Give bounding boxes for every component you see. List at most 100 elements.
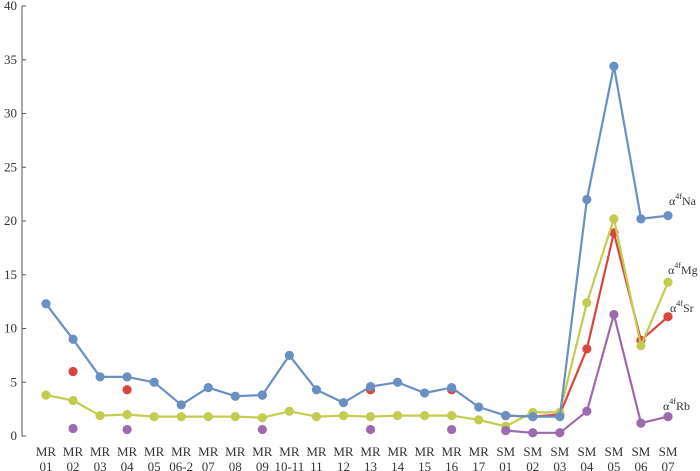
data-point-rb bbox=[257, 424, 267, 435]
series-mg bbox=[41, 214, 673, 431]
data-point-na bbox=[555, 412, 565, 422]
data-point-mg bbox=[474, 415, 484, 425]
x-tick-label: MR 05 bbox=[144, 444, 165, 471]
y-tick-label: 35 bbox=[4, 52, 17, 67]
x-tick-label-prefix: MR bbox=[198, 444, 219, 459]
data-point-na bbox=[149, 377, 159, 387]
x-tick-label: SM 06 bbox=[632, 444, 651, 471]
x-tick-label-id: 10-11 bbox=[274, 459, 304, 471]
data-point-na bbox=[501, 410, 511, 421]
data-point-na bbox=[663, 211, 673, 221]
series-labels: α4fNa α4fMg α4fSr α4fRb bbox=[663, 192, 698, 413]
data-point-rb bbox=[501, 426, 511, 436]
data-point-na bbox=[230, 391, 240, 401]
x-tick-label-prefix: MR bbox=[414, 444, 435, 459]
data-point-mg bbox=[311, 412, 322, 422]
y-tick-label: 0 bbox=[11, 428, 18, 443]
y-tick-label: 20 bbox=[4, 213, 17, 228]
x-tick-label-prefix: SM bbox=[632, 444, 651, 459]
data-point-na bbox=[338, 398, 349, 408]
x-tick-label-prefix: MR bbox=[387, 444, 408, 459]
x-tick-label-id: 01 bbox=[40, 459, 53, 471]
x-tick-label: SM 07 bbox=[659, 444, 678, 471]
data-point-na bbox=[636, 214, 646, 224]
data-point-mg bbox=[365, 412, 376, 422]
x-tick-label-id: 13 bbox=[364, 459, 377, 471]
data-point-mg bbox=[149, 412, 159, 422]
data-point-rb bbox=[555, 428, 565, 438]
data-point-rb bbox=[636, 418, 646, 428]
series-na bbox=[41, 61, 673, 422]
series-layer bbox=[41, 61, 673, 438]
x-tick-label-prefix: MR bbox=[306, 444, 327, 459]
data-point-rb bbox=[582, 406, 592, 416]
data-point-na bbox=[365, 381, 376, 392]
x-tick-label-id: 15 bbox=[418, 459, 431, 471]
x-tick-label-id: 07 bbox=[662, 459, 676, 471]
x-tick-label-id: 08 bbox=[229, 459, 242, 471]
series-label-na: α4fNa bbox=[669, 192, 697, 208]
data-point-rb bbox=[365, 424, 376, 435]
data-point-mg bbox=[636, 341, 646, 351]
x-tick-label: MR 13 bbox=[360, 444, 381, 471]
data-point-mg bbox=[230, 412, 240, 422]
x-tick-label: MR 08 bbox=[225, 444, 246, 471]
x-tick-label-prefix: MR bbox=[117, 444, 138, 459]
data-point-mg bbox=[420, 410, 430, 421]
x-tick-label-id: 05 bbox=[607, 459, 620, 471]
x-tick-label: MR 03 bbox=[90, 444, 111, 471]
x-tick-label-id: 01 bbox=[499, 459, 512, 471]
data-point-mg bbox=[392, 410, 403, 421]
data-point-na bbox=[311, 385, 322, 395]
data-point-sr bbox=[663, 312, 673, 322]
data-point-sr bbox=[582, 344, 592, 354]
x-tick-label-id: 16 bbox=[445, 459, 459, 471]
data-point-rb bbox=[609, 309, 619, 320]
x-tick-label-prefix: MR bbox=[360, 444, 381, 459]
data-point-mg bbox=[447, 410, 457, 421]
series-line-sr bbox=[505, 231, 669, 418]
data-point-mg bbox=[122, 409, 132, 420]
x-tick-label-prefix: SM bbox=[577, 444, 596, 459]
data-point-na bbox=[41, 299, 51, 309]
data-point-mg bbox=[338, 410, 349, 421]
data-point-rb bbox=[447, 424, 457, 435]
series-label-rb: α4fRb bbox=[663, 397, 690, 413]
x-tick-label-prefix: MR bbox=[442, 444, 463, 459]
x-tick-label-id: 06-2 bbox=[169, 459, 193, 471]
x-tick-label: MR 12 bbox=[333, 444, 354, 471]
x-tick-label: MR 14 bbox=[387, 444, 408, 471]
x-tick-label: MR 17 bbox=[469, 444, 490, 471]
data-point-rb bbox=[122, 424, 132, 435]
data-point-na bbox=[609, 61, 619, 71]
x-tick-label-prefix: MR bbox=[225, 444, 246, 459]
x-tick-label-prefix: SM bbox=[605, 444, 624, 459]
x-tick-label-prefix: MR bbox=[279, 444, 300, 459]
data-point-mg bbox=[203, 412, 213, 422]
x-tick-label-id: 02 bbox=[526, 459, 539, 471]
x-tick-label: MR 15 bbox=[414, 444, 435, 471]
x-tick-label-id: 03 bbox=[94, 459, 107, 471]
data-point-mg bbox=[95, 410, 105, 421]
data-point-na bbox=[176, 400, 186, 410]
x-tick-label-prefix: MR bbox=[469, 444, 490, 459]
data-point-na bbox=[284, 350, 294, 360]
data-point-mg bbox=[582, 298, 592, 308]
data-point-rb bbox=[528, 428, 538, 438]
x-tick-label-prefix: MR bbox=[63, 444, 84, 459]
data-point-na bbox=[528, 412, 538, 422]
x-tick-label-id: 14 bbox=[391, 459, 405, 471]
y-tick-label: 30 bbox=[4, 106, 17, 121]
series-line-na bbox=[45, 65, 669, 418]
x-tick-label: MR 16 bbox=[442, 444, 463, 471]
x-tick-label: SM 01 bbox=[496, 444, 515, 471]
data-point-mg bbox=[68, 395, 78, 406]
data-point-na bbox=[203, 383, 213, 393]
data-point-mg bbox=[284, 406, 294, 416]
x-tick-label-prefix: SM bbox=[659, 444, 678, 459]
x-tick-label: MR 11 bbox=[306, 444, 327, 471]
data-point-na bbox=[474, 402, 484, 412]
x-tick-label-id: 04 bbox=[580, 459, 594, 471]
x-tick-label-id: 11 bbox=[310, 459, 323, 471]
